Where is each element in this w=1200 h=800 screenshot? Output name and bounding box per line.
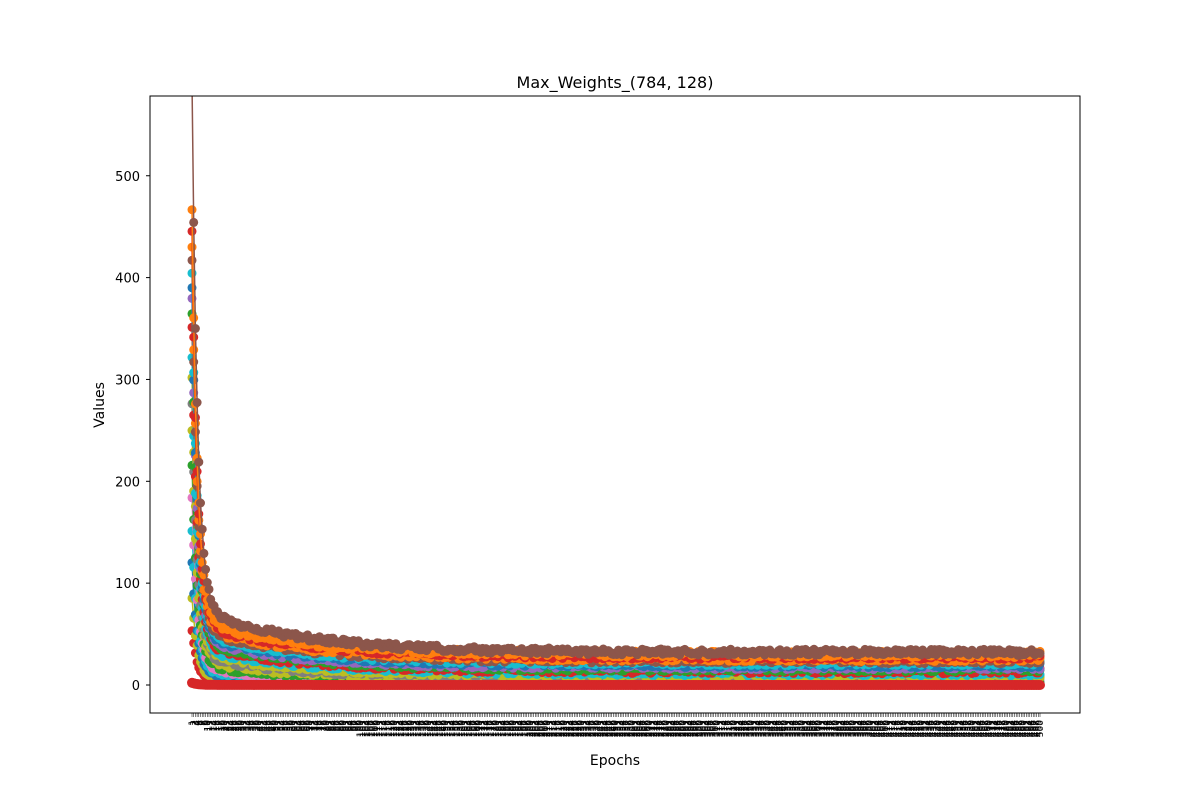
- series-layer: [187, 96, 1045, 690]
- plot-area: [149, 95, 1081, 714]
- chart-title: Max_Weights_(784, 128): [517, 73, 714, 93]
- series: [187, 353, 1045, 681]
- series-line: [191, 357, 1041, 679]
